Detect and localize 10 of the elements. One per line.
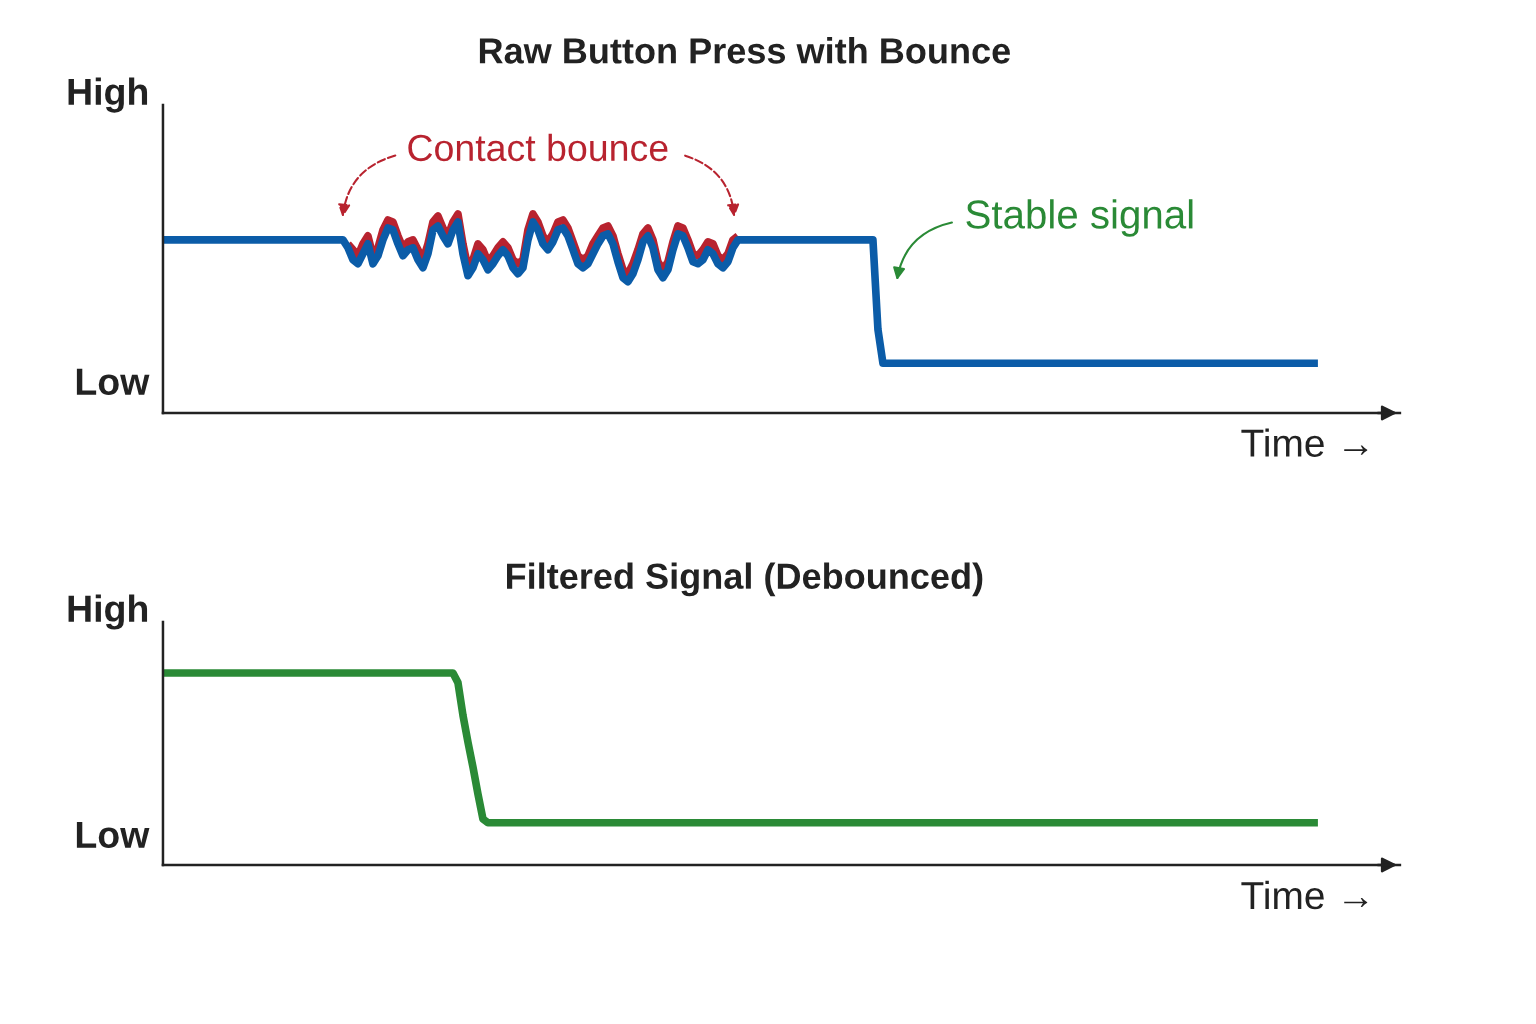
text: Low xyxy=(76,821,150,849)
text: Low xyxy=(76,368,150,396)
chart-title: Filtered Signal (Debounced) xyxy=(507,562,983,597)
x-axis-title: Time → xyxy=(1241,880,1368,910)
text: Contact bounce xyxy=(408,133,668,162)
text: High xyxy=(68,594,148,630)
annotation: Stable signal xyxy=(966,199,1193,237)
x-axis-title: Time → xyxy=(1241,428,1368,457)
chart-title: Raw Button Press with Bounce xyxy=(479,37,1010,64)
text: High xyxy=(68,77,148,113)
